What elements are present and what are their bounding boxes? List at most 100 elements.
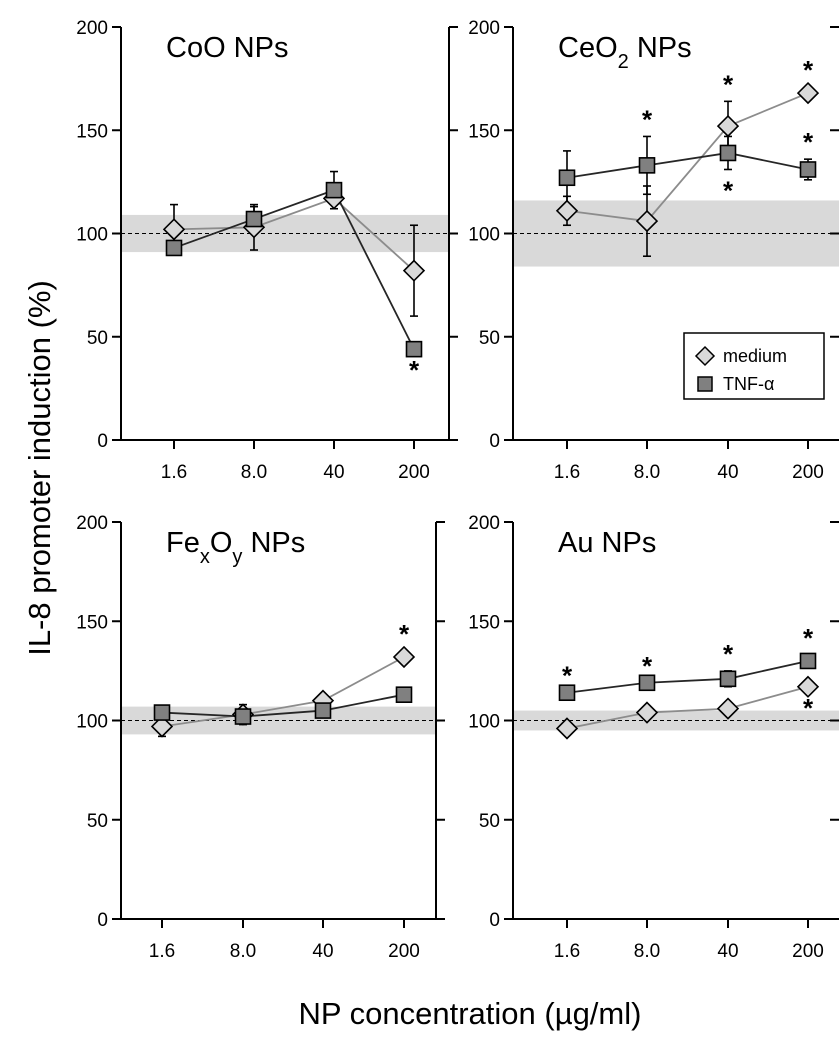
x-tick-label: 40 [312, 941, 333, 962]
x-tick-label: 8.0 [241, 462, 267, 483]
tnf-point [245, 210, 263, 228]
x-tick-label: 1.6 [554, 462, 580, 483]
y-axis-title: IL-8 promoter induction (%) [22, 280, 57, 656]
medium-series-line [566, 685, 809, 730]
tnf-series-line [161, 693, 405, 718]
tnf-point [638, 674, 656, 692]
x-tick-label: 8.0 [634, 941, 660, 962]
y-tick-label: 0 [97, 431, 108, 452]
x-tick-label: 8.0 [634, 462, 660, 483]
x-tick-label: 200 [792, 462, 824, 483]
significance-star: * [562, 661, 573, 691]
tnf-point [395, 686, 413, 703]
tnf-point [638, 157, 656, 174]
y-tick-label: 0 [489, 431, 500, 452]
medium-point [150, 715, 174, 738]
tnf-series-line [173, 189, 415, 350]
tnf-series-line [566, 152, 809, 179]
legend-label: TNF-α [723, 374, 774, 394]
y-tick-label: 0 [97, 910, 108, 931]
y-tick-label: 100 [76, 712, 108, 733]
y-tick-label: 200 [76, 513, 108, 534]
y-tick-label: 100 [468, 712, 500, 733]
tnf-point [799, 652, 817, 670]
tnf-point [165, 239, 183, 257]
y-tick-label: 0 [489, 910, 500, 931]
x-tick-label: 40 [717, 941, 738, 962]
medium-point [796, 81, 820, 105]
y-tick-label: 50 [87, 328, 108, 349]
panel-title: FexOy NPs [166, 527, 305, 568]
y-tick-label: 150 [76, 121, 108, 142]
tnf-point [799, 161, 817, 178]
significance-star: * [723, 175, 734, 205]
x-tick-label: 200 [398, 462, 430, 483]
tnf-series-line [566, 660, 809, 694]
y-tick-label: 200 [468, 513, 500, 534]
significance-star: * [803, 623, 814, 653]
x-tick-label: 200 [792, 941, 824, 962]
legend-medium-marker [694, 345, 716, 367]
medium-point [555, 199, 579, 222]
medium-series-line [566, 92, 809, 223]
y-tick-label: 50 [87, 811, 108, 832]
y-tick-label: 200 [76, 18, 108, 39]
chart-panel-3: 0 50 100 150 200 1.6 8.0 40 200 FexOy NPs * [76, 513, 445, 962]
medium-series-line [161, 656, 405, 728]
tnf-point [314, 702, 332, 719]
x-tick-label: 200 [388, 941, 420, 962]
significance-star: * [642, 104, 653, 134]
significance-star: * [723, 639, 734, 669]
x-tick-label: 40 [717, 462, 738, 483]
medium-point [555, 717, 579, 740]
y-tick-label: 150 [468, 121, 500, 142]
legend-tnf-marker [697, 376, 713, 392]
y-tick-label: 50 [479, 328, 500, 349]
significance-star: * [803, 55, 814, 85]
x-tick-label: 1.6 [161, 462, 187, 483]
medium-point [392, 645, 416, 669]
significance-star: * [723, 69, 734, 99]
medium-point [635, 209, 659, 233]
legend-label: medium [723, 346, 787, 366]
y-tick-label: 50 [479, 811, 500, 832]
y-tick-label: 150 [468, 612, 500, 633]
significance-star: * [399, 619, 410, 649]
legend: medium TNF-α [683, 332, 825, 400]
y-tick-label: 150 [76, 612, 108, 633]
chart-panel-4: 0 50 100 150 200 1.6 8.0 40 200 Au NPs * * * * * [468, 513, 839, 962]
medium-point [402, 259, 426, 282]
medium-point [716, 114, 740, 138]
tnf-point [325, 181, 343, 199]
tnf-point [405, 340, 423, 358]
tnf-point [234, 708, 252, 725]
y-tick-label: 100 [468, 225, 500, 246]
x-tick-label: 1.6 [554, 941, 580, 962]
y-tick-label: 200 [468, 18, 500, 39]
medium-point [162, 218, 186, 241]
significance-star: * [642, 651, 653, 681]
tnf-point [719, 670, 737, 688]
tnf-point [558, 684, 576, 702]
x-axis-title: NP concentration (µg/ml) [299, 996, 642, 1031]
significance-star: * [803, 693, 814, 723]
significance-star: * [409, 355, 420, 385]
chart-panel-2: 0 50 100 150 200 1.6 8.0 40 200 CeO2 NPs * * * * * medi… [468, 18, 839, 483]
y-tick-label: 100 [76, 225, 108, 246]
chart-panel-1: 0 50 100 150 200 1.6 8.0 40 200 CoO NPs * [76, 18, 458, 483]
tnf-point [153, 704, 171, 721]
panel-title: Au NPs [558, 527, 656, 559]
medium-series-line [173, 197, 415, 272]
tnf-point [558, 169, 576, 187]
x-tick-label: 40 [323, 462, 344, 483]
panel-title: CoO NPs [166, 32, 288, 64]
medium-point [716, 697, 740, 720]
tnf-point [719, 144, 737, 162]
x-tick-label: 8.0 [230, 941, 256, 962]
medium-point [635, 701, 659, 724]
medium-point [796, 675, 820, 698]
x-tick-label: 1.6 [149, 941, 175, 962]
significance-star: * [803, 127, 814, 157]
panel-title: CeO2 NPs [558, 32, 692, 73]
